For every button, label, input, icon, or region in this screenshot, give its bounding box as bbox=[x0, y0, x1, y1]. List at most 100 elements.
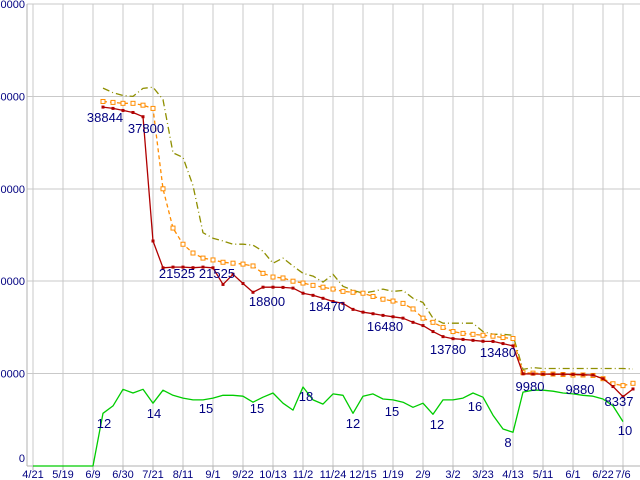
x-tick-label: 7/21 bbox=[142, 469, 163, 480]
marker-open-square bbox=[510, 335, 516, 341]
marker-open-square bbox=[420, 315, 426, 321]
red-series-value-label: 38844 bbox=[87, 110, 123, 125]
marker-open-square bbox=[470, 331, 476, 337]
red-series-value-label: 16480 bbox=[367, 319, 403, 334]
x-tick-label: 4/21 bbox=[22, 469, 43, 480]
marker-filled-square bbox=[271, 285, 275, 289]
red-series-value-label: 37800 bbox=[128, 121, 164, 136]
marker-open-square bbox=[370, 293, 376, 299]
marker-open-square bbox=[150, 105, 156, 111]
marker-open-square bbox=[120, 100, 126, 106]
y-tick-label: 50000 bbox=[0, 0, 25, 11]
marker-filled-square bbox=[461, 337, 465, 341]
marker-filled-square bbox=[401, 316, 405, 320]
red-series-value-label: 9980 bbox=[516, 379, 545, 394]
marker-filled-square bbox=[331, 300, 335, 304]
marker-open-square bbox=[450, 329, 456, 335]
marker-open-square bbox=[270, 274, 276, 280]
marker-filled-square bbox=[561, 372, 565, 376]
y-tick-label: 10000 bbox=[0, 369, 25, 381]
marker-open-square bbox=[390, 298, 396, 304]
marker-open-square bbox=[220, 259, 226, 265]
marker-filled-square bbox=[281, 285, 285, 289]
marker-open-square bbox=[400, 300, 406, 306]
marker-filled-square bbox=[341, 301, 345, 305]
red-series-value-label: 13780 bbox=[430, 342, 466, 357]
marker-open-square bbox=[480, 332, 486, 338]
marker-filled-square bbox=[501, 342, 505, 346]
x-tick-label: 5/11 bbox=[533, 469, 554, 480]
marker-open-square bbox=[300, 280, 306, 286]
marker-open-square bbox=[500, 335, 506, 341]
x-tick-label: 9/1 bbox=[205, 469, 220, 480]
marker-open-square bbox=[330, 286, 336, 292]
marker-filled-square bbox=[571, 372, 575, 376]
marker-filled-square bbox=[261, 285, 265, 289]
marker-filled-square bbox=[201, 265, 205, 269]
marker-filled-square bbox=[211, 266, 215, 270]
marker-filled-square bbox=[151, 239, 155, 243]
marker-open-square bbox=[170, 225, 176, 231]
marker-open-square bbox=[410, 306, 416, 312]
marker-filled-square bbox=[371, 312, 375, 316]
marker-open-square bbox=[130, 100, 136, 106]
marker-open-square bbox=[490, 333, 496, 339]
marker-filled-square bbox=[101, 105, 105, 109]
green-series-value-label: 12 bbox=[346, 416, 360, 431]
red-series-value-label: 13480 bbox=[480, 345, 516, 360]
marker-open-square bbox=[100, 98, 106, 104]
marker-filled-square bbox=[451, 337, 455, 341]
marker-filled-square bbox=[131, 110, 135, 114]
marker-filled-square bbox=[601, 377, 605, 381]
marker-open-square bbox=[310, 282, 316, 288]
marker-filled-square bbox=[381, 313, 385, 317]
marker-open-square bbox=[620, 383, 626, 389]
x-tick-label: 11/24 bbox=[320, 469, 347, 480]
red-series-value-label: 21525 bbox=[159, 266, 195, 281]
x-tick-label: 5/19 bbox=[52, 469, 73, 480]
marker-filled-square bbox=[551, 372, 555, 376]
marker-filled-square bbox=[301, 291, 305, 295]
marker-filled-square bbox=[481, 339, 485, 343]
red-series-value-label: 8337 bbox=[605, 394, 634, 409]
marker-filled-square bbox=[231, 272, 235, 276]
green-series-value-label: 8 bbox=[504, 435, 511, 450]
marker-filled-square bbox=[181, 265, 185, 269]
marker-filled-square bbox=[171, 265, 175, 269]
marker-filled-square bbox=[621, 395, 625, 399]
marker-filled-square bbox=[361, 310, 365, 314]
marker-filled-square bbox=[521, 372, 525, 376]
green-series-value-label: 16 bbox=[468, 399, 482, 414]
x-tick-label: 3/2 bbox=[445, 469, 460, 480]
red-series-value-label: 18470 bbox=[309, 299, 345, 314]
marker-open-square bbox=[280, 275, 286, 281]
marker-open-square bbox=[360, 290, 366, 296]
y-tick-label: 30000 bbox=[0, 184, 25, 196]
marker-open-square bbox=[160, 186, 166, 192]
marker-filled-square bbox=[111, 106, 115, 110]
marker-filled-square bbox=[421, 324, 425, 328]
red-series-value-label: 21525 bbox=[199, 266, 235, 281]
marker-open-square bbox=[320, 284, 326, 290]
marker-open-square bbox=[190, 250, 196, 256]
marker-filled-square bbox=[351, 307, 355, 311]
marker-filled-square bbox=[541, 372, 545, 376]
y-tick-label: 0 bbox=[19, 453, 25, 465]
marker-filled-square bbox=[291, 286, 295, 290]
marker-open-square bbox=[140, 102, 146, 108]
marker-filled-square bbox=[441, 335, 445, 339]
marker-filled-square bbox=[591, 373, 595, 377]
marker-open-square bbox=[340, 288, 346, 294]
x-tick-label: 8/11 bbox=[173, 469, 194, 480]
x-tick-label: 6/22 bbox=[592, 469, 613, 480]
green-series-value-label: 15 bbox=[385, 404, 399, 419]
x-tick-label: 1/19 bbox=[382, 469, 403, 480]
red-series-value-label: 18800 bbox=[249, 294, 285, 309]
marker-filled-square bbox=[531, 372, 535, 376]
marker-open-square bbox=[250, 263, 256, 269]
marker-open-square bbox=[630, 380, 636, 386]
x-tick-label: 6/30 bbox=[112, 469, 133, 480]
